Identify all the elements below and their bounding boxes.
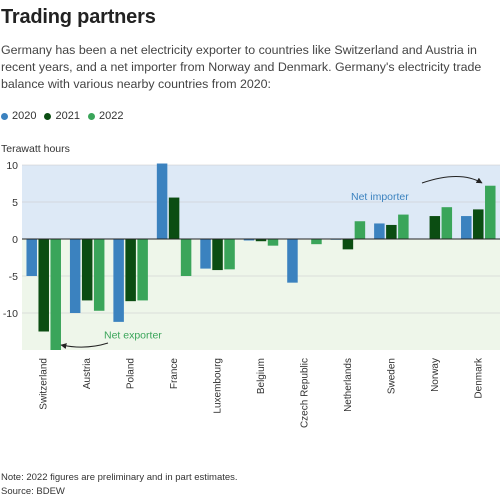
annotation-arrow-exporter xyxy=(60,342,109,349)
bar-2021 xyxy=(168,197,180,239)
chart-note: Note: 2022 figures are preliminary and i… xyxy=(1,472,238,483)
annotation-net-exporter: Net exporter xyxy=(104,329,162,341)
x-tick-label: France xyxy=(169,358,180,390)
bar-2022 xyxy=(180,239,192,276)
bar-2020 xyxy=(461,216,472,239)
bar-2021 xyxy=(38,239,49,332)
x-tick-label: Netherlands xyxy=(343,358,354,412)
bar-2022 xyxy=(485,185,496,239)
y-axis-label: Terawatt hours xyxy=(1,143,70,155)
chart-subtitle: Germany has been a net electricity expor… xyxy=(1,43,482,91)
bar-2022 xyxy=(50,239,61,350)
bar-2020 xyxy=(156,163,168,239)
legend-item-2021: 2021 xyxy=(44,110,80,122)
annotation-net-importer: Net importer xyxy=(351,191,409,203)
bar-2020 xyxy=(113,239,124,322)
bar-2020 xyxy=(243,239,255,241)
legend: 2020 2021 2022 xyxy=(1,110,123,122)
bar-chart: Terawatt hours 10 5 0 -5 -10 Switzerland Austri… xyxy=(1,143,500,428)
y-tick-label: 0 xyxy=(12,234,18,246)
y-tick-label: -10 xyxy=(3,308,18,320)
legend-swatch-2020 xyxy=(1,112,8,120)
x-tick-label: Switzerland xyxy=(39,358,50,410)
legend-swatch-2021 xyxy=(44,112,52,120)
bar-2021 xyxy=(473,209,484,239)
chart-title: Trading partners xyxy=(1,6,156,28)
legend-label-2021: 2021 xyxy=(55,110,80,122)
bar-2021 xyxy=(342,239,354,250)
chart-source: Source: BDEW xyxy=(1,486,65,497)
bar-2020 xyxy=(374,223,385,239)
legend-label-2022: 2022 xyxy=(98,110,124,122)
x-tick-label: Sweden xyxy=(386,358,397,394)
x-tick-label: Poland xyxy=(126,358,137,389)
x-tick-label: Austria xyxy=(82,358,93,390)
bar-2020 xyxy=(287,239,298,283)
x-tick-label: Norway xyxy=(430,358,441,392)
bar-2022 xyxy=(137,239,148,301)
legend-swatch-2022 xyxy=(87,112,95,120)
bar-2021 xyxy=(125,239,136,302)
x-tick-label: Luxembourg xyxy=(213,358,224,414)
bar-2020 xyxy=(200,239,211,269)
bar-2021 xyxy=(212,239,223,271)
bar-2022 xyxy=(398,214,409,239)
bar-2021 xyxy=(429,216,441,239)
legend-item-2020: 2020 xyxy=(1,110,36,122)
legend-label-2020: 2020 xyxy=(12,110,37,122)
bar-2022 xyxy=(354,221,366,239)
x-tick-label: Czech Republic xyxy=(299,358,310,428)
bar-2022 xyxy=(441,207,453,239)
bar-2022 xyxy=(224,239,235,270)
y-tick-label: -5 xyxy=(9,271,18,283)
bar-2022 xyxy=(93,239,105,311)
bar-2020 xyxy=(26,239,37,276)
annotation-arrow-importer xyxy=(421,176,483,184)
bar-2020 xyxy=(69,239,81,313)
legend-item-2022: 2022 xyxy=(87,110,124,122)
bar-2022 xyxy=(311,239,322,245)
y-tick-label: 5 xyxy=(12,197,18,209)
bar-2021 xyxy=(255,239,267,242)
x-tick-label: Denmark xyxy=(473,357,484,399)
x-tick-label: Belgium xyxy=(256,358,267,394)
bar-2021 xyxy=(81,239,93,301)
bar-2022 xyxy=(267,239,279,246)
exporter-region xyxy=(22,239,500,350)
y-tick-label: 10 xyxy=(6,160,18,172)
bar-2021 xyxy=(386,224,397,239)
